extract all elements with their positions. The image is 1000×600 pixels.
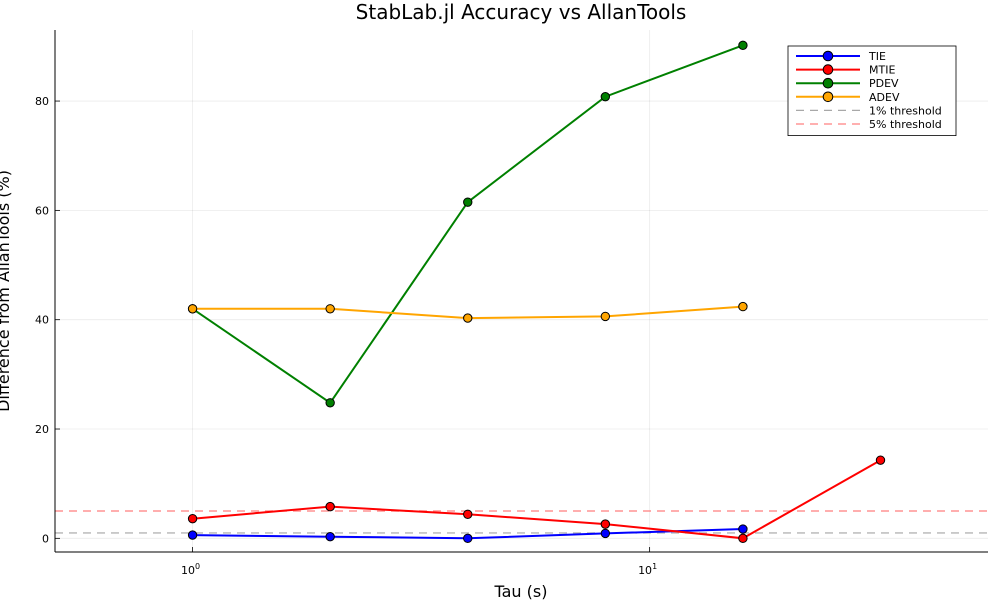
legend-label: 5% threshold — [869, 118, 942, 131]
data-point-mtie — [463, 509, 473, 519]
data-point-mtie — [600, 519, 611, 529]
series-layer — [187, 40, 886, 544]
x-tick-exponent: 0 — [195, 562, 200, 571]
axis-layer — [54, 30, 988, 553]
legend-label: PDEV — [869, 77, 899, 90]
data-point-pdev — [600, 91, 611, 102]
data-point-mtie — [875, 455, 886, 465]
legend-swatch-marker — [822, 64, 834, 75]
data-point-adev — [738, 301, 748, 312]
y-tick-label: 80 — [35, 95, 49, 108]
chart-title: StabLab.jl Accuracy vs AllanTools — [356, 0, 687, 24]
series-line-pdev — [192, 44, 744, 405]
legend-swatch-marker — [822, 77, 834, 89]
legend-swatch-marker — [822, 50, 834, 62]
y-tick-label: 60 — [35, 204, 49, 217]
data-point-tie — [187, 530, 198, 540]
grid-layer — [55, 30, 988, 552]
x-tick-exponent: 1 — [652, 562, 657, 571]
x-tick-base: 10 — [638, 564, 652, 577]
data-point-tie — [738, 524, 748, 534]
legend-label: 1% threshold — [869, 104, 942, 117]
y-tick-label: 40 — [35, 314, 49, 327]
data-point-tie — [325, 531, 335, 542]
y-axis-label: Difference from AllanTools (%) — [0, 170, 13, 412]
data-point-pdev — [463, 197, 473, 207]
legend-label: TIE — [868, 50, 886, 63]
data-point-tie — [600, 528, 611, 539]
data-point-adev — [600, 311, 611, 322]
data-point-pdev — [738, 40, 748, 51]
threshold-layer — [55, 510, 988, 534]
data-point-adev — [325, 304, 335, 314]
x-tick-label: 100 — [181, 562, 200, 577]
data-point-mtie — [738, 533, 748, 544]
x-axis-label: Tau (s) — [494, 582, 548, 600]
data-point-tie — [463, 533, 473, 544]
data-point-mtie — [187, 513, 198, 524]
legend-label: ADEV — [869, 91, 900, 104]
y-tick-label: 0 — [42, 532, 49, 545]
data-point-pdev — [325, 398, 335, 408]
y-tick-label: 20 — [35, 423, 49, 436]
data-point-mtie — [325, 501, 335, 512]
x-tick-base: 10 — [181, 564, 195, 577]
legend-swatch-marker — [822, 91, 834, 103]
x-tick-label: 101 — [638, 562, 657, 577]
data-point-adev — [187, 304, 198, 314]
data-point-adev — [463, 313, 473, 323]
series-line-mtie — [192, 459, 881, 540]
legend-label: MTIE — [869, 64, 895, 77]
legend-box — [787, 45, 957, 136]
